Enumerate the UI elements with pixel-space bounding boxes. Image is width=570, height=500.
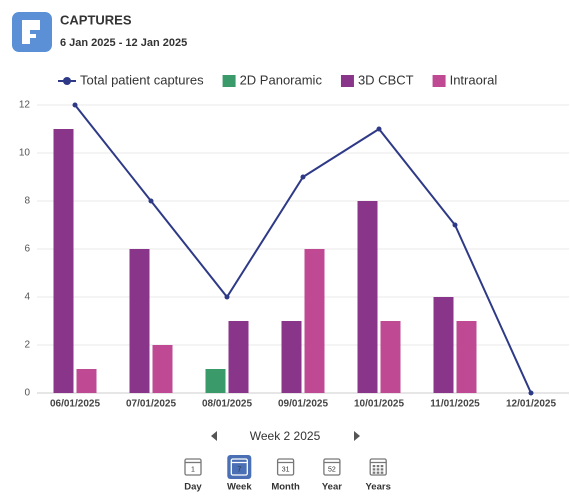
calendar-icon-cell (372, 468, 376, 471)
legend-marker (340, 75, 354, 87)
calendar-icon-number: 31 (282, 466, 290, 473)
line-point (376, 126, 382, 132)
legend-label[interactable]: 3D CBCT (358, 72, 414, 87)
next-period[interactable] (354, 431, 360, 441)
bar (228, 321, 249, 393)
bar (281, 321, 302, 393)
y-tick-label: 2 (24, 340, 30, 351)
bar (205, 369, 226, 393)
bar (357, 201, 378, 393)
bar (433, 297, 454, 393)
y-tick-label: 6 (24, 244, 30, 255)
view-button-selected (227, 455, 252, 479)
view-label[interactable]: Month (271, 482, 300, 493)
x-tick-label: 09/01/2025 (278, 399, 328, 410)
bar (380, 321, 401, 393)
calendar-icon[interactable] (230, 458, 248, 476)
x-tick-label: 12/01/2025 (506, 399, 556, 410)
view-label[interactable]: Year (322, 482, 342, 493)
x-tick-label: 11/01/2025 (430, 399, 480, 410)
y-tick-label: 0 (24, 388, 30, 399)
bar (53, 129, 74, 393)
legend-label[interactable]: 2D Panoramic (240, 72, 323, 87)
line-point (300, 174, 306, 180)
period-label: Week 2 2025 (250, 429, 321, 443)
y-tick-label: 4 (24, 292, 30, 303)
line-point (224, 294, 230, 300)
bar (456, 321, 477, 393)
legend-marker (63, 77, 71, 85)
x-tick-label: 07/01/2025 (126, 399, 176, 410)
legend-label[interactable]: Total patient captures (80, 72, 204, 87)
calendar-icon-cell (372, 471, 376, 474)
calendar-icon[interactable] (369, 458, 387, 476)
calendar-icon[interactable] (276, 458, 295, 476)
legend-marker (222, 75, 236, 87)
bar (76, 369, 97, 393)
x-tick-label: 06/01/2025 (50, 399, 100, 410)
calendar-icon-number: 52 (328, 466, 336, 473)
app-icon (12, 12, 52, 52)
bar (304, 249, 325, 393)
calendar-icon[interactable] (323, 458, 341, 476)
view-label[interactable]: Week (227, 482, 252, 493)
calendar-icon[interactable] (184, 458, 202, 476)
legend-marker (432, 75, 446, 87)
calendar-icon-cell (372, 465, 376, 468)
calendar-icon-number: 7 (237, 466, 241, 473)
line-point (452, 222, 458, 228)
calendar-icon-cell (380, 465, 384, 468)
calendar-icon-cell (376, 471, 380, 474)
y-tick-label: 10 (19, 148, 31, 159)
calendar-icon-cell (376, 468, 380, 471)
app-icon-glyph (22, 20, 40, 44)
view-label[interactable]: Day (184, 482, 202, 493)
calendar-icon-cell (380, 471, 384, 474)
bar (129, 249, 150, 393)
x-tick-label: 08/01/2025 (202, 399, 252, 410)
view-label[interactable]: Years (366, 482, 391, 493)
line-point (528, 390, 534, 396)
y-tick-label: 8 (24, 196, 30, 207)
calendar-icon-cell (380, 468, 384, 471)
widget-title: CAPTURES (60, 12, 132, 27)
legend-label[interactable]: Intraoral (450, 72, 498, 87)
y-tick-label: 12 (19, 100, 31, 111)
calendar-icon-number: 1 (191, 466, 195, 473)
prev-period[interactable] (211, 431, 217, 441)
x-tick-label: 10/01/2025 (354, 399, 404, 410)
line-point (148, 198, 154, 204)
calendar-icon-cell (376, 465, 380, 468)
bar (152, 345, 173, 393)
line-point (72, 102, 78, 108)
date-range: 6 Jan 2025 - 12 Jan 2025 (60, 37, 187, 49)
